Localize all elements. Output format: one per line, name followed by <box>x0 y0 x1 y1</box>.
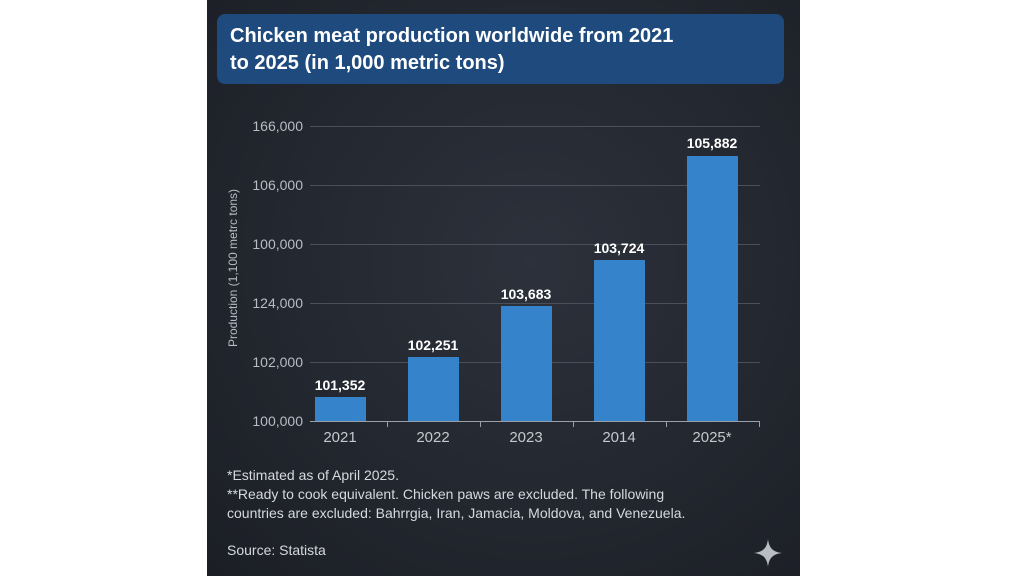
bar-2025 <box>687 156 738 421</box>
gridline <box>310 185 760 186</box>
chart-panel: Chicken meat production worldwide from 2… <box>207 0 800 576</box>
x-tick-label: 2025* <box>692 429 732 446</box>
footnote-equivalent-line1: **Ready to cook equivalent. Chicken paws… <box>227 486 665 502</box>
bar-2021 <box>315 397 366 421</box>
bar-value-label: 103,683 <box>500 286 552 302</box>
x-tick-mark <box>666 421 667 427</box>
x-tick-mark <box>387 421 388 427</box>
gridline <box>310 244 760 245</box>
x-tick-label: 2021 <box>323 429 357 446</box>
y-tick-label: 124,000 <box>252 295 303 311</box>
bar-value-label: 105,882 <box>686 135 738 151</box>
bar-value-label: 101,352 <box>314 377 366 393</box>
y-axis-label-text: Production (1,100 metrc tons) <box>226 188 240 348</box>
x-tick-label: 2022 <box>416 429 450 446</box>
y-tick-label: 100,000 <box>252 236 303 252</box>
x-tick-mark <box>480 421 481 427</box>
chart-title-line-2: to 2025 (in 1,000 metric tons) <box>230 52 505 74</box>
x-tick-mark <box>759 421 760 427</box>
y-tick-label: 102,000 <box>252 354 303 370</box>
gridline <box>310 303 760 304</box>
gridline <box>310 126 760 127</box>
x-tick-label: 2014 <box>602 429 636 446</box>
y-tick-label: 100,000 <box>252 413 303 429</box>
bar-2023 <box>501 306 552 421</box>
bar-value-label: 103,724 <box>593 240 645 256</box>
chart-title-box: Chicken meat production worldwide from 2… <box>217 14 784 84</box>
footnote-equivalent-line2: countries are excluded: Bahrrgia, Iran, … <box>227 505 686 521</box>
footnote-estimated: *Estimated as of April 2025. <box>227 467 399 483</box>
sparkle-icon <box>754 539 782 567</box>
bar-2014 <box>594 260 645 421</box>
footnotes: *Estimated as of April 2025. **Ready to … <box>227 466 685 523</box>
chart-title-line-1: Chicken meat production worldwide from 2… <box>230 25 674 47</box>
source-text: Source: Statista <box>227 542 326 558</box>
bar-value-label: 102,251 <box>407 337 459 353</box>
x-axis-baseline <box>310 421 760 422</box>
x-tick-label: 2023 <box>509 429 543 446</box>
x-tick-mark <box>573 421 574 427</box>
bar-2022 <box>408 357 459 421</box>
y-tick-label: 166,000 <box>252 118 303 134</box>
y-tick-label: 106,000 <box>252 177 303 193</box>
